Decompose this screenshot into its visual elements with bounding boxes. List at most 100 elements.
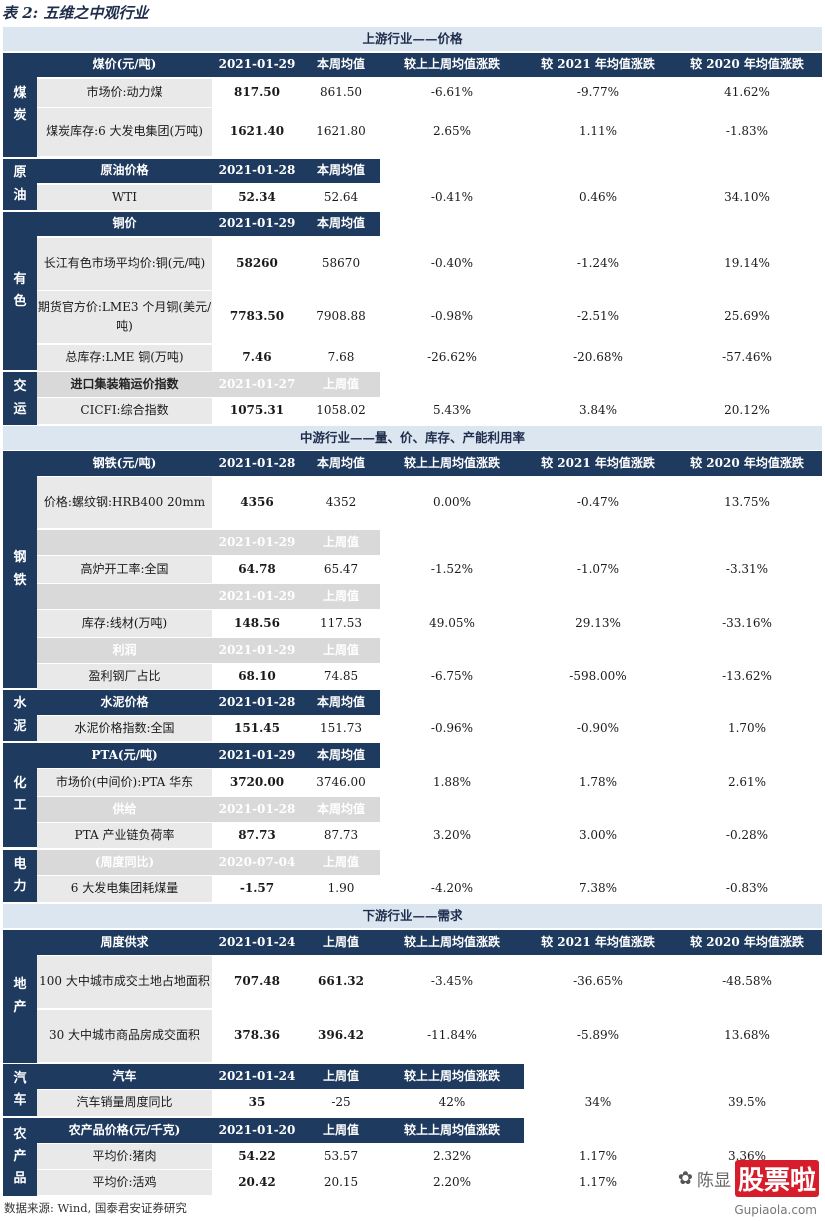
sub-header-date: 2021-01-29 xyxy=(212,638,302,663)
header-value-col: 上周值 xyxy=(302,1118,380,1143)
watermark-brand: 股票啦 xyxy=(734,1160,819,1197)
row-vs2021: -0.90% xyxy=(576,720,620,735)
row-average: 52.64 xyxy=(323,189,359,204)
header-wow: 较上上周均值涨跌 xyxy=(380,451,524,476)
sub-header: 供给 xyxy=(37,797,212,822)
row-average: 7.68 xyxy=(327,350,355,365)
side-agri: 农产品 xyxy=(3,1118,37,1196)
row-vs2020: 3.36% xyxy=(727,1148,767,1163)
row-vs2021: -0.47% xyxy=(576,494,620,509)
row-label: 高炉开工率:全国 xyxy=(37,556,212,583)
section-header: 汽车 xyxy=(37,1064,212,1089)
sub-header-date: 2021-01-27 xyxy=(212,372,302,397)
row-average: 20.15 xyxy=(323,1174,359,1189)
header-value-col: 本周均值 xyxy=(302,53,380,77)
header-vs2020: 较 2020 年均值涨跌 xyxy=(672,53,822,77)
header-date: 2021-01-24 xyxy=(212,930,302,955)
sub-header-value-col: 上周值 xyxy=(302,638,380,663)
sub-header xyxy=(37,584,212,609)
row-vs2021: 7.38% xyxy=(578,881,618,896)
row-label: 6 大发电集团耗煤量 xyxy=(37,876,212,902)
sub-header-value-col: 上周值 xyxy=(302,850,380,875)
row-vs2020: -33.16% xyxy=(722,615,772,630)
header-date: 2021-01-24 xyxy=(212,1064,302,1089)
band-downstream: 下游行业——需求 xyxy=(3,904,822,928)
header-date: 2021-01-28 xyxy=(212,159,302,183)
section-header: 农产品价格(元/千克) xyxy=(37,1118,212,1143)
row-average: 87.73 xyxy=(323,827,359,842)
header-wow: 较上上周均值涨跌 xyxy=(380,53,524,77)
row-vs2020: -13.62% xyxy=(722,668,772,683)
row-average: 53.57 xyxy=(323,1148,359,1163)
row-label: 平均价:猪肉 xyxy=(37,1144,212,1169)
row-vs2021: 34% xyxy=(584,1095,612,1110)
row-vs2020: -0.83% xyxy=(725,881,769,896)
row-wow: -0.40% xyxy=(430,256,474,271)
section-header: 原油价格 xyxy=(37,159,212,183)
row-latest: 58260 xyxy=(236,256,278,271)
row-wow: 2.65% xyxy=(432,124,472,139)
row-latest: 52.34 xyxy=(238,189,276,204)
row-wow: -6.75% xyxy=(430,668,474,683)
header-vs2021: 较 2021 年均值涨跌 xyxy=(524,53,672,77)
sub-header xyxy=(37,530,212,555)
header-value-col: 上周值 xyxy=(302,1064,380,1089)
header-wow: 较上上周均值涨跌 xyxy=(380,1118,524,1143)
side-cement: 水泥 xyxy=(3,690,37,741)
row-vs2020: 41.62% xyxy=(724,85,770,100)
band-upstream: 上游行业——价格 xyxy=(3,27,822,51)
table-title: 表 2: 五维之中观行业 xyxy=(2,4,149,22)
row-vs2021: 1.11% xyxy=(578,124,618,139)
row-label: 盈利钢厂占比 xyxy=(37,664,212,689)
header-date: 2021-01-29 xyxy=(212,743,302,768)
sub-header-date: 2021-01-29 xyxy=(212,584,302,609)
row-label: 100 大中城市成交土地占地面积 xyxy=(37,956,212,1008)
row-label: 30 大中城市商品房成交面积 xyxy=(37,1010,212,1062)
row-vs2021: -20.68% xyxy=(573,350,623,365)
row-latest: 64.78 xyxy=(238,561,276,576)
row-wow: 5.43% xyxy=(432,403,472,418)
row-average: 151.73 xyxy=(320,720,362,735)
row-latest: 151.45 xyxy=(234,720,280,735)
section-header: 煤价(元/吨) xyxy=(37,53,212,77)
header-value-col: 本周均值 xyxy=(302,159,380,183)
row-average: 396.42 xyxy=(318,1028,364,1043)
row-wow: 2.20% xyxy=(432,1174,472,1189)
row-wow: -6.61% xyxy=(430,85,474,100)
row-label: 汽车销量周度同比 xyxy=(37,1090,212,1116)
row-label: 总库存:LME 铜(万吨) xyxy=(37,345,212,371)
row-wow: -0.98% xyxy=(430,309,474,324)
row-wow: 1.88% xyxy=(432,774,472,789)
row-vs2021: 1.17% xyxy=(578,1174,618,1189)
row-label: PTA 产业链负荷率 xyxy=(37,823,212,848)
row-vs2020: 19.14% xyxy=(724,256,770,271)
row-average: 1.90 xyxy=(327,881,355,896)
row-vs2020: -48.58% xyxy=(722,974,772,989)
row-latest: 20.42 xyxy=(238,1174,276,1189)
sub-header-date: 2021-01-29 xyxy=(212,530,302,555)
watermark-url: Gupiaola.com xyxy=(734,1203,817,1217)
row-wow: -0.41% xyxy=(430,189,474,204)
row-average: 661.32 xyxy=(318,974,364,989)
row-average: 3746.00 xyxy=(316,774,366,789)
row-latest: 7783.50 xyxy=(229,309,285,324)
data-source-note: 数据来源: Wind, 国泰君安证券研究 xyxy=(4,1201,187,1215)
section-header: 周度供求 xyxy=(37,930,212,955)
sub-header-value-col: 上周值 xyxy=(302,584,380,609)
sub-header: (周度同比) xyxy=(37,850,212,875)
header-vs2021: 较 2021 年均值涨跌 xyxy=(524,930,672,955)
row-vs2021: 3.00% xyxy=(578,827,618,842)
wechat-icon: ✿ xyxy=(677,1168,693,1189)
header-value-col: 上周值 xyxy=(302,930,380,955)
row-label: 库存:线材(万吨) xyxy=(37,610,212,637)
sub-header-value-col: 本周均值 xyxy=(302,797,380,822)
header-value-col: 本周均值 xyxy=(302,690,380,715)
row-label: 水泥价格指数:全国 xyxy=(37,716,212,741)
header-date: 2021-01-28 xyxy=(212,690,302,715)
row-vs2020: -3.31% xyxy=(725,561,769,576)
row-vs2021: -1.24% xyxy=(576,256,620,271)
header-vs2020: 较 2020 年均值涨跌 xyxy=(672,451,822,476)
row-vs2021: 3.84% xyxy=(578,403,618,418)
section-header: 铜价 xyxy=(37,212,212,236)
row-average: 117.53 xyxy=(320,615,362,630)
